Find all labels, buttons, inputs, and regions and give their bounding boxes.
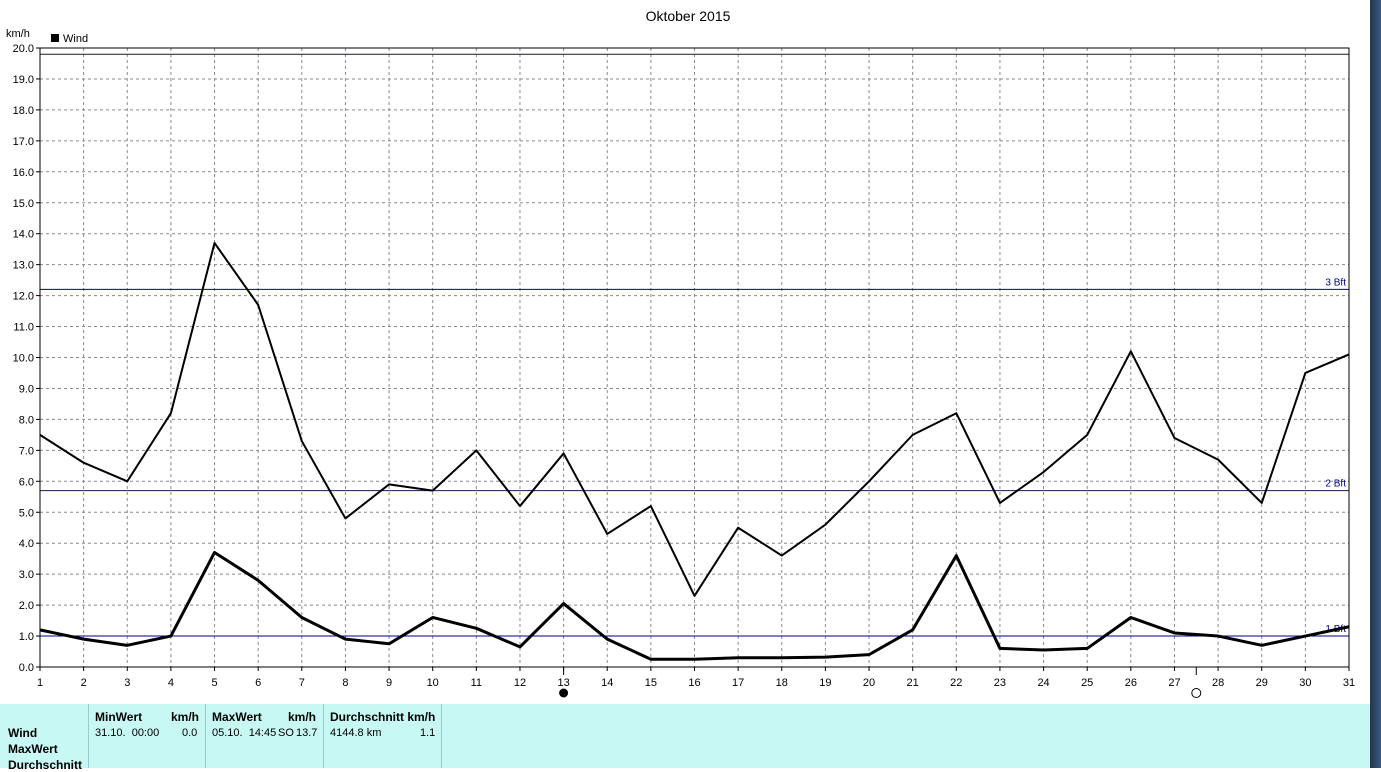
y-axis-unit: km/h (6, 28, 30, 40)
x-tick-label: 12 (514, 677, 526, 689)
series-line-1 (39, 550, 1350, 661)
x-tick-label: 28 (1212, 677, 1224, 689)
x-tick-label: 9 (386, 677, 392, 689)
plot-frame (39, 47, 1350, 668)
y-tick-label: 13.0 (13, 260, 34, 272)
x-tick-label: 18 (776, 677, 788, 689)
y-tick-label: 0.0 (19, 662, 34, 674)
x-tick-label: 6 (255, 677, 261, 689)
y-tick-label: 20.0 (13, 43, 34, 55)
max-unit: km/h (288, 710, 317, 724)
x-tick-label: 11 (471, 677, 482, 689)
beaufort-label: 3 Bft (1325, 277, 1346, 288)
y-tick-label: 9.0 (19, 383, 34, 395)
max-column: MaxWert km/h 05.10. 14:45 SO 13.7 (205, 704, 323, 768)
legend-label: Wind (63, 33, 88, 45)
avg-distance: 4144.8 km (330, 727, 382, 739)
row-label-maxwert: MaxWert (8, 742, 58, 756)
row-label-wind: Wind (8, 726, 38, 740)
avg-column: Durchschnitt km/h 4144.8 km 1.1 (323, 704, 442, 768)
max-date: 05.10. 14:45 (212, 727, 277, 739)
avg-header: Durchschnitt km/h (330, 710, 436, 724)
stats-panel: Wind MaxWert Durchschnitt MinWert km/h 3… (0, 704, 1370, 772)
y-tick-label: 14.0 (13, 229, 34, 241)
y-tick-label: 15.0 (13, 198, 34, 210)
legend-swatch (51, 34, 59, 42)
axes: 0.01.02.03.04.05.06.07.08.09.010.011.012… (13, 43, 1356, 689)
x-tick-label: 21 (907, 677, 919, 689)
x-tick-label: 4 (168, 677, 174, 689)
max-value: 13.7 (296, 727, 318, 739)
x-tick-label: 2 (81, 677, 87, 689)
y-tick-label: 1.0 (19, 631, 34, 643)
x-tick-label: 25 (1081, 677, 1093, 689)
y-tick-label: 17.0 (13, 136, 34, 148)
x-tick-label: 19 (819, 677, 831, 689)
y-tick-label: 19.0 (13, 74, 34, 86)
x-tick-label: 31 (1343, 677, 1355, 689)
y-tick-label: 3.0 (19, 569, 34, 581)
x-tick-label: 13 (557, 677, 569, 689)
y-tick-label: 4.0 (19, 538, 34, 550)
x-tick-label: 26 (1125, 677, 1137, 689)
y-tick-label: 8.0 (19, 414, 34, 426)
row-label-durchschnitt: Durchschnitt (8, 758, 83, 772)
y-tick-label: 2.0 (19, 600, 34, 612)
beaufort-label: 2 Bft (1325, 479, 1346, 490)
min-column: MinWert km/h 31.10. 00:00 0.0 (88, 704, 206, 768)
series-group (39, 241, 1350, 661)
x-tick-label: 20 (863, 677, 875, 689)
min-unit: km/h (171, 710, 200, 724)
x-tick-label: 23 (994, 677, 1006, 689)
x-tick-label: 10 (427, 677, 439, 689)
x-tick-label: 14 (601, 677, 613, 689)
y-tick-label: 7.0 (19, 445, 34, 457)
max-header: MaxWert (212, 710, 262, 724)
y-tick-label: 12.0 (13, 291, 34, 303)
y-tick-label: 16.0 (13, 167, 34, 179)
x-tick-label: 15 (645, 677, 657, 689)
x-tick-label: 7 (299, 677, 305, 689)
moon-markers (559, 667, 1202, 698)
y-tick-label: 11.0 (13, 322, 34, 334)
x-tick-label: 22 (950, 677, 962, 689)
x-tick-label: 17 (732, 677, 744, 689)
x-tick-label: 1 (37, 677, 43, 689)
min-value: 0.0 (182, 727, 198, 739)
x-tick-label: 8 (342, 677, 348, 689)
series-line-0 (39, 241, 1350, 597)
x-tick-label: 24 (1037, 677, 1049, 689)
new-moon-icon (559, 688, 569, 698)
full-moon-icon (1191, 688, 1202, 698)
min-date: 31.10. 00:00 (95, 727, 160, 739)
min-header: MinWert (95, 710, 143, 724)
x-tick-label: 29 (1256, 677, 1268, 689)
y-tick-label: 6.0 (19, 476, 34, 488)
y-tick-label: 18.0 (13, 105, 34, 117)
x-tick-label: 27 (1168, 677, 1180, 689)
y-tick-label: 5.0 (19, 507, 34, 519)
x-tick-label: 3 (124, 677, 130, 689)
window-edge (1370, 0, 1381, 768)
max-direction: SO (278, 727, 294, 739)
chart-title: Oktober 2015 (646, 8, 731, 24)
x-tick-label: 30 (1299, 677, 1311, 689)
x-tick-label: 16 (688, 677, 700, 689)
avg-value: 1.1 (420, 727, 436, 739)
grid (40, 48, 1349, 667)
x-tick-label: 5 (211, 677, 217, 689)
y-tick-label: 10.0 (13, 353, 34, 365)
